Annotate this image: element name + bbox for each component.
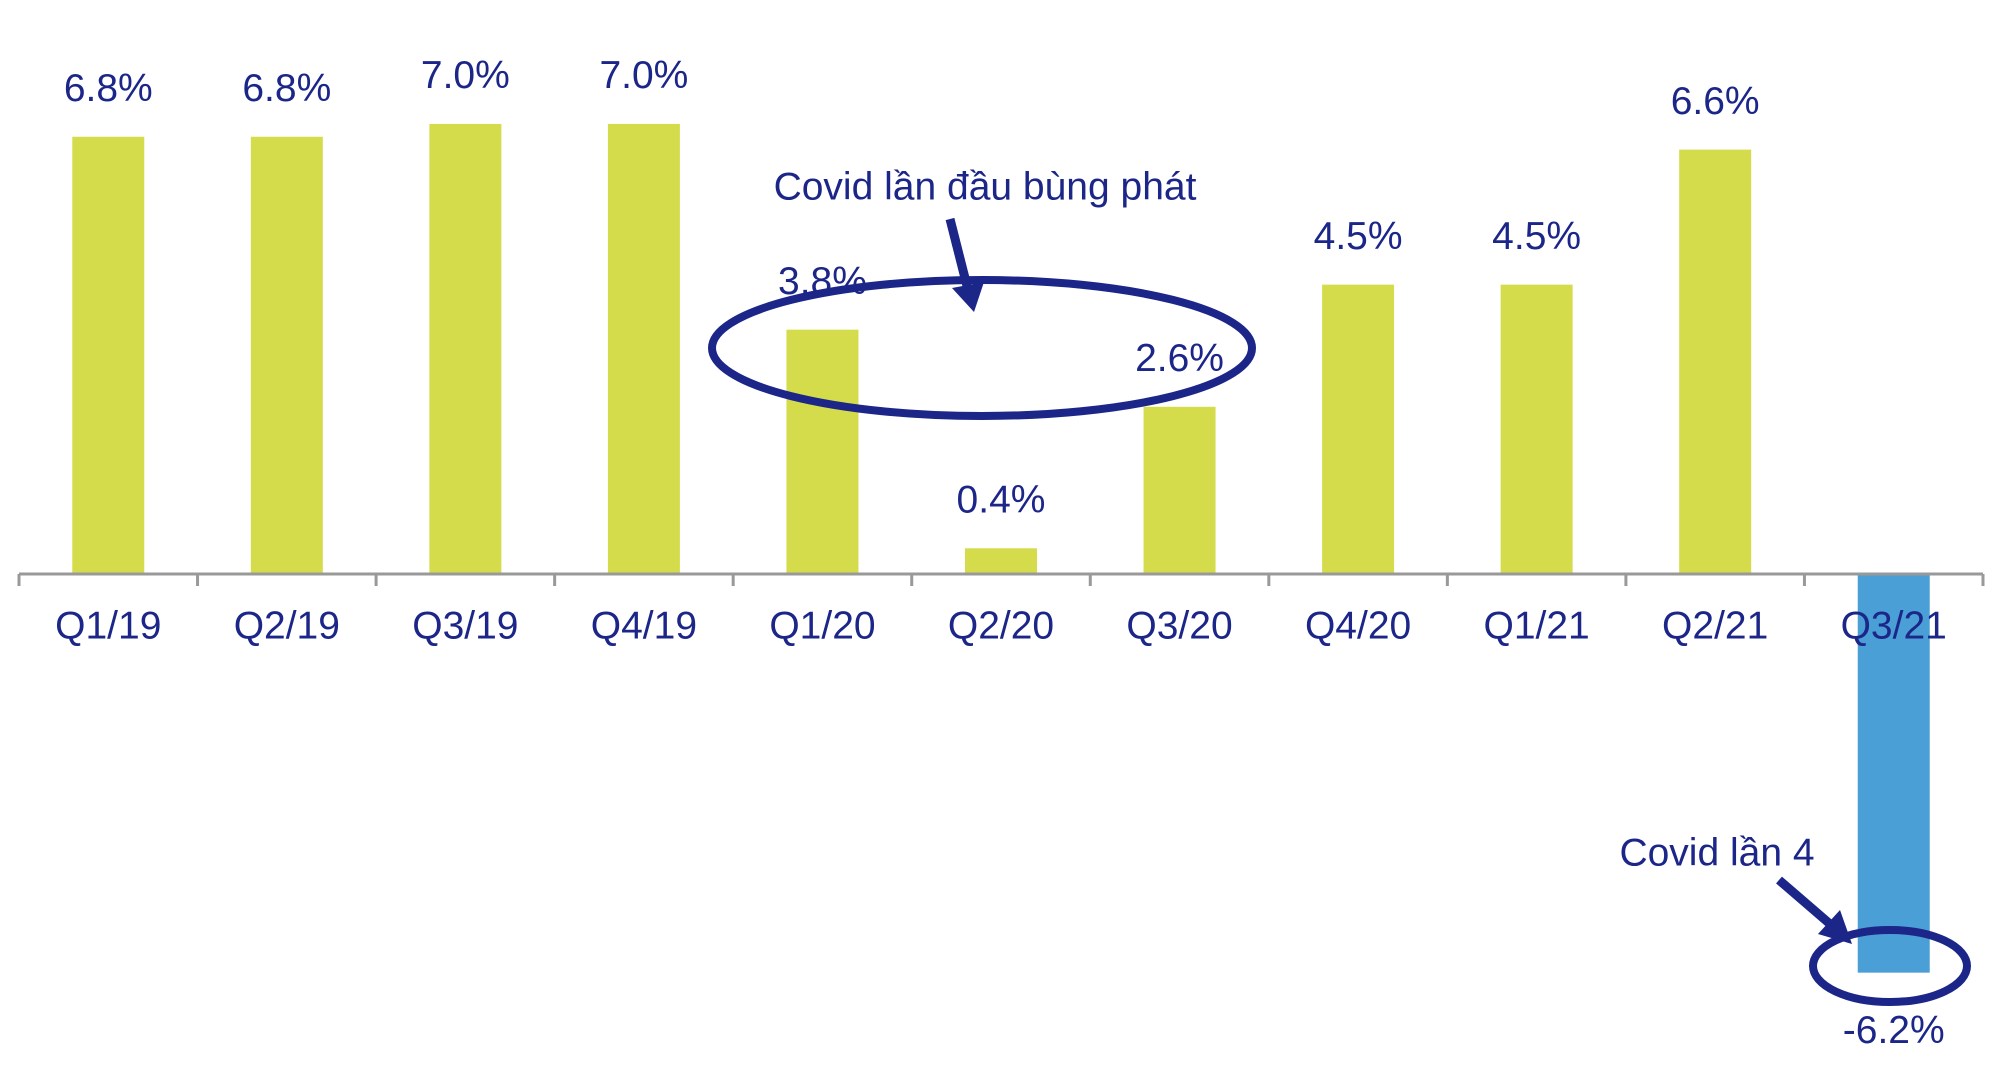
x-tick-label: Q2/21	[1662, 604, 1768, 647]
highlight-ellipse	[708, 276, 1256, 420]
bar	[1679, 149, 1752, 574]
x-tick-label: Q4/19	[591, 604, 697, 647]
x-tick-label: Q4/20	[1305, 604, 1411, 647]
highlight-ellipse	[1809, 926, 1971, 1006]
bar	[607, 123, 680, 575]
x-tick-label: Q3/19	[412, 604, 518, 647]
bar	[250, 136, 323, 574]
arrow-head	[952, 282, 984, 312]
x-tick-label: Q3/20	[1126, 604, 1232, 647]
value-label: 0.4%	[957, 479, 1046, 522]
x-tick-label: Q1/19	[55, 604, 161, 647]
bar	[429, 123, 502, 575]
value-label: 7.0%	[599, 54, 688, 97]
value-label: 4.5%	[1492, 215, 1581, 258]
bar	[1857, 574, 1930, 973]
x-tick-label: Q2/19	[234, 604, 340, 647]
bar	[965, 548, 1037, 574]
x-tick-label: Q3/21	[1841, 604, 1947, 647]
x-tick-label: Q2/20	[948, 604, 1054, 647]
arrow	[1776, 876, 1833, 928]
value-label: 2.6%	[1135, 337, 1224, 380]
bar	[72, 136, 145, 574]
value-label: 7.0%	[421, 54, 510, 97]
annotation: Covid lần đầu bùng phát	[774, 165, 1197, 208]
value-label: 6.6%	[1671, 80, 1760, 123]
value-label: 6.8%	[64, 67, 153, 110]
bar	[1143, 406, 1216, 574]
bar	[1500, 284, 1573, 574]
bar	[786, 329, 859, 574]
value-label: 4.5%	[1314, 215, 1403, 258]
bars: 6.8% 6.8% 7.0% 7.0%3.8%0.4%2.6%4.5% 4.5%6.6%…	[17, 54, 1985, 1052]
arrow	[945, 217, 973, 292]
annotation: Covid lần 4	[1619, 831, 1814, 874]
arrow-head	[1818, 910, 1852, 944]
value-label: -6.2%	[1843, 1009, 1945, 1052]
bar	[1322, 284, 1395, 574]
x-tick-label: Q1/21	[1484, 604, 1590, 647]
x-tick-label: Q1/20	[769, 604, 875, 647]
value-label: 6.8%	[242, 67, 331, 110]
